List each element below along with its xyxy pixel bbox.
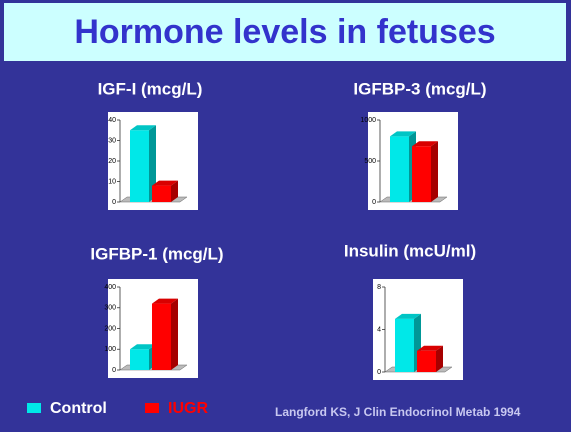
y-tick-label: 8 [377, 284, 381, 291]
bar [390, 136, 409, 202]
bar-side [149, 125, 156, 202]
bar [412, 146, 431, 202]
legend-label: IUGR [168, 400, 208, 417]
bar-top [130, 344, 156, 350]
legend-swatch [145, 403, 159, 413]
source: Langford KS, J Clin Endocrinol Metab 199… [275, 405, 521, 419]
bar [152, 185, 171, 202]
legend-swatch [27, 403, 41, 413]
chart-title: IGFBP-3 (mcg/L) [353, 79, 486, 98]
bar [417, 350, 436, 372]
y-tick-label: 0 [377, 369, 381, 376]
y-tick-label: 400 [104, 284, 116, 291]
y-tick-label: 200 [104, 325, 116, 332]
y-tick-label: 30 [108, 137, 116, 144]
y-tick-label: 500 [364, 158, 376, 165]
slide-title: Hormone levels in fetuses [74, 13, 495, 51]
y-tick-label: 40 [108, 117, 116, 124]
bar-top [152, 298, 178, 304]
bar-top [152, 180, 178, 186]
bar-top [417, 345, 443, 351]
bar-top [130, 125, 156, 131]
bar-top [412, 141, 438, 147]
y-tick-label: 100 [104, 346, 116, 353]
bar-side [436, 345, 443, 372]
y-tick-label: 1000 [360, 117, 376, 124]
y-tick-label: 0 [112, 367, 116, 374]
bar-side [171, 298, 178, 370]
legend-label: Control [50, 400, 107, 417]
chart-title: IGF-I (mcg/L) [98, 79, 203, 98]
y-tick-label: 10 [108, 178, 116, 185]
y-tick-label: 4 [377, 326, 381, 333]
y-tick-label: 300 [104, 305, 116, 312]
chart-title: IGFBP-1 (mcg/L) [90, 244, 223, 263]
bar [152, 303, 171, 370]
bar [395, 318, 414, 372]
y-tick-label: 20 [108, 158, 116, 165]
bar [130, 130, 149, 202]
bar-side [171, 180, 178, 202]
y-tick-label: 0 [372, 199, 376, 206]
y-tick-label: 0 [112, 199, 116, 206]
bar-side [431, 141, 438, 202]
bar [130, 349, 149, 370]
bar-top [390, 131, 416, 137]
title-banner [4, 3, 566, 61]
chart-title: Insulin (mcU/ml) [344, 241, 476, 260]
bar-top [395, 313, 421, 319]
